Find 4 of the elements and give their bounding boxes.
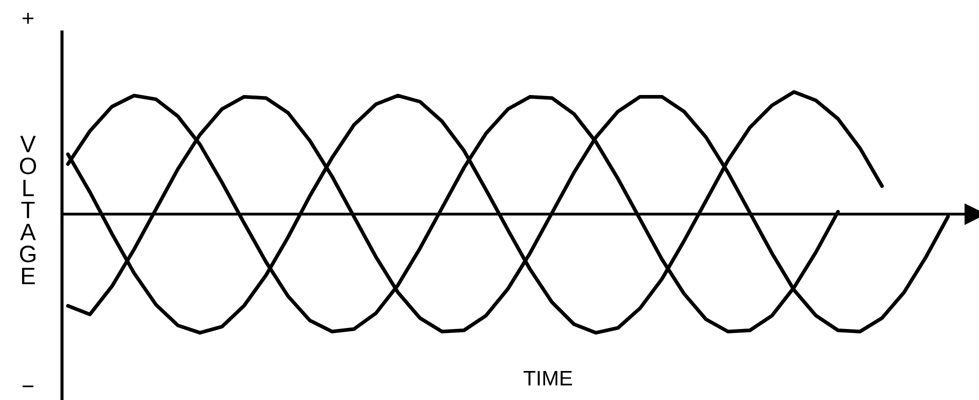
y-axis-title: VOLTAGE	[20, 136, 36, 284]
text: −	[22, 386, 34, 388]
text: +	[22, 12, 34, 24]
x-axis-title: TIME	[524, 371, 572, 386]
